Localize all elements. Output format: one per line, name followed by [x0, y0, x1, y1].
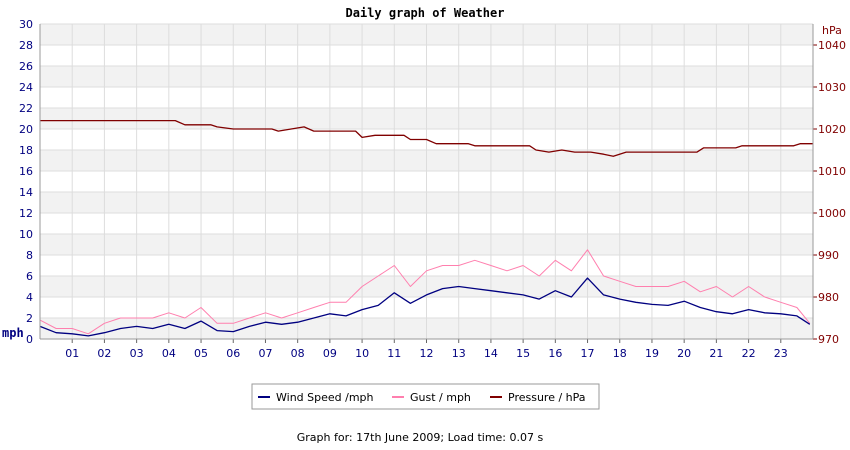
footer-caption: Graph for: 17th June 2009; Load time: 0.…: [297, 431, 544, 444]
x-tick-label: 20: [677, 347, 691, 360]
right-tick-label: 1040: [818, 39, 846, 52]
right-tick-label: 1010: [818, 165, 846, 178]
grid-lines: [40, 23, 813, 340]
series-line-wind-speed: [39, 277, 811, 337]
series-line-gust: [39, 249, 811, 335]
left-tick-label: 28: [19, 39, 33, 52]
left-tick-label: 20: [19, 123, 33, 136]
series-line-pressure: [40, 119, 813, 157]
x-tick-label: 08: [291, 347, 305, 360]
legend: Wind Speed /mph Gust / mph Pressure / hPa: [251, 383, 600, 410]
left-tick-label: 2: [26, 312, 33, 325]
x-tick-label: 15: [516, 347, 530, 360]
left-tick-label: 8: [26, 249, 33, 262]
x-tick-label: 13: [452, 347, 466, 360]
x-tick-label: 17: [581, 347, 595, 360]
right-axis-unit-label: hPa: [822, 24, 842, 37]
x-tick-label: 11: [387, 347, 401, 360]
x-tick-label: 09: [323, 347, 337, 360]
left-tick-label: 16: [19, 165, 33, 178]
x-tick-label: 10: [355, 347, 369, 360]
legend-label: Wind Speed /mph: [276, 391, 374, 404]
right-tick-label: 990: [818, 249, 839, 262]
x-tick-label: 02: [97, 347, 111, 360]
x-tick-label: 23: [774, 347, 788, 360]
x-tick-label: 07: [258, 347, 272, 360]
x-tick-label: 18: [613, 347, 627, 360]
left-tick-label: 26: [19, 60, 33, 73]
x-tick-label: 21: [709, 347, 723, 360]
right-tick-label: 1030: [818, 81, 846, 94]
left-tick-label: 0: [26, 333, 33, 346]
series-layer: [39, 119, 813, 337]
left-tick-label: 4: [26, 291, 33, 304]
right-tick-label: 970: [818, 333, 839, 346]
left-tick-label: 18: [19, 144, 33, 157]
x-tick-label: 01: [65, 347, 79, 360]
left-tick-label: 22: [19, 102, 33, 115]
x-tick-label: 19: [645, 347, 659, 360]
x-tick-label: 22: [742, 347, 756, 360]
legend-box: [251, 383, 600, 410]
legend-label: Pressure / hPa: [508, 391, 586, 404]
left-tick-label: 10: [19, 228, 33, 241]
left-tick-label: 6: [26, 270, 33, 283]
left-tick-label: 12: [19, 207, 33, 220]
left-axis-unit-label: mph: [2, 326, 24, 340]
x-tick-label: 03: [130, 347, 144, 360]
right-tick-label: 1020: [818, 123, 846, 136]
x-tick-label: 12: [420, 347, 434, 360]
left-tick-label: 30: [19, 18, 33, 31]
legend-label: Gust / mph: [410, 391, 471, 404]
x-tick-label: 05: [194, 347, 208, 360]
x-tick-label: 14: [484, 347, 498, 360]
left-tick-label: 14: [19, 186, 33, 199]
left-tick-label: 24: [19, 81, 33, 94]
right-tick-label: 1000: [818, 207, 846, 220]
x-tick-label: 16: [548, 347, 562, 360]
right-tick-label: 980: [818, 291, 839, 304]
x-tick-label: 04: [162, 347, 176, 360]
chart-title: Daily graph of Weather: [346, 6, 505, 20]
x-tick-label: 06: [226, 347, 240, 360]
